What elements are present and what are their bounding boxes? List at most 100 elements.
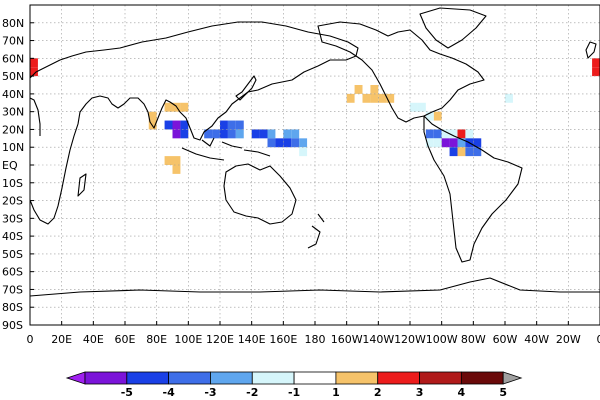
- anomaly-cell: [267, 129, 276, 139]
- colorbar-under-triangle: [65, 371, 86, 385]
- colorbar-bin: [84, 371, 128, 385]
- lat-tick-label: EQ: [2, 159, 18, 172]
- coastlines: [29, 7, 600, 297]
- anomaly-cell: [457, 147, 466, 157]
- colorbar-label: -1: [288, 386, 300, 399]
- anomaly-cell: [267, 138, 276, 148]
- coast-australia: [223, 163, 297, 225]
- lon-tick-label: 0: [27, 333, 34, 346]
- anomaly-cell: [417, 102, 426, 112]
- anomaly-cell: [410, 102, 418, 112]
- colorbar-label: 5: [499, 386, 507, 399]
- anomaly-cell: [425, 111, 434, 121]
- anomaly-cell: [299, 147, 308, 157]
- lon-tick-label: 180: [305, 333, 326, 346]
- colorbar-bin: [168, 371, 211, 385]
- lat-tick-label: 40N: [2, 88, 24, 101]
- longitude-axis: 0 20E 40E 60E 80E 100E 120E 140E 160E 180 160W 140W…: [27, 321, 600, 346]
- coast-antarctica: [29, 277, 600, 297]
- anomaly-cell: [299, 138, 308, 148]
- anomaly-cell: [457, 129, 466, 139]
- anomaly-cell: [275, 138, 284, 148]
- anomaly-cell: [505, 93, 513, 103]
- lon-tick-label: 160W: [331, 333, 363, 346]
- colorbar-bin: [126, 371, 170, 385]
- lat-tick-label: 30S: [2, 212, 23, 225]
- anomaly-cell: [180, 102, 189, 112]
- lat-tick-label: 60S: [2, 266, 23, 279]
- lat-tick-label: 10S: [2, 177, 23, 190]
- anomaly-cell: [172, 120, 181, 130]
- colorbar-bin: [210, 371, 253, 385]
- lat-tick-label: 20N: [2, 123, 24, 136]
- lon-tick-label: 0: [597, 333, 600, 346]
- coast-madagascar: [77, 173, 87, 197]
- anomaly-cell: [283, 129, 292, 139]
- anomaly-cell: [212, 129, 220, 139]
- anomaly-cell: [449, 147, 458, 157]
- anomaly-cell: [441, 129, 450, 139]
- anomaly-cell: [220, 129, 228, 139]
- coast-greenland: [419, 7, 487, 49]
- colorbar-bin: [293, 371, 337, 385]
- anomaly-cell: [592, 67, 600, 77]
- anomaly-cell: [465, 147, 474, 157]
- lon-tick-label: 140W: [362, 333, 394, 346]
- anomaly-cell: [172, 165, 181, 174]
- lat-tick-label: 80S: [2, 301, 23, 314]
- colorbar-label: 3: [416, 386, 424, 399]
- lon-tick-label: 60W: [493, 333, 518, 346]
- anomaly-cell: [433, 129, 442, 139]
- anomaly-cell: [227, 129, 236, 139]
- lon-tick-label: 100E: [174, 333, 202, 346]
- anomaly-cell: [386, 93, 395, 103]
- anomaly-cell: [291, 138, 300, 148]
- coast-newzealand: [307, 213, 325, 249]
- lon-tick-label: 100W: [426, 333, 458, 346]
- lat-tick-label: 80N: [2, 17, 24, 30]
- coast-africa-west: [29, 97, 41, 136]
- colorbar-label: -4: [163, 386, 176, 399]
- colorbar-bin: [251, 371, 295, 385]
- anomaly-cell: [473, 147, 482, 157]
- anomaly-cell: [465, 129, 474, 139]
- anomaly-cell: [283, 138, 292, 148]
- anomaly-cell: [148, 111, 157, 121]
- anomaly-cell: [235, 129, 244, 139]
- anomaly-cell: [433, 138, 442, 148]
- anomaly-cell: [473, 138, 482, 148]
- colorbar-bin: [460, 371, 504, 385]
- lon-tick-label: 40E: [83, 333, 104, 346]
- anomaly-cell: [164, 102, 173, 112]
- colorbar-label: 1: [332, 386, 340, 399]
- colorbar-bin: [335, 371, 379, 385]
- anomaly-cell: [346, 93, 355, 103]
- lat-tick-label: 70S: [2, 283, 23, 296]
- latitude-axis: 80N 70N 60N 50N 40N 30N 20N 10N EQ 10S 20S 30S 40S 50…: [2, 17, 34, 332]
- anomaly-cell: [251, 129, 260, 139]
- colorbar-label: -3: [204, 386, 216, 399]
- colorbar: -5 -4 -3 -2 -1 1 2 3 4 5: [65, 371, 523, 399]
- lat-tick-label: 50S: [2, 248, 23, 261]
- anomaly-cell: [227, 120, 236, 130]
- anomaly-cell: [164, 120, 173, 130]
- lon-tick-label: 140E: [238, 333, 266, 346]
- graticule: [29, 5, 600, 326]
- colorbar-bin: [419, 371, 462, 385]
- lat-tick-label: 90S: [2, 319, 23, 332]
- anomaly-cell: [370, 85, 379, 94]
- lat-tick-label: 50N: [2, 70, 24, 83]
- anomaly-cell: [378, 93, 387, 103]
- anomaly-cell: [457, 138, 466, 148]
- lon-tick-label: 40W: [524, 333, 549, 346]
- colorbar-bin: [377, 371, 420, 385]
- colorbar-over-triangle: [502, 371, 523, 385]
- lon-tick-label: 60E: [115, 333, 136, 346]
- map-frame: [29, 4, 600, 326]
- anomaly-cell: [433, 111, 442, 121]
- lat-tick-label: 40S: [2, 230, 23, 243]
- coast-uk: [585, 41, 597, 59]
- lon-tick-label: 20W: [556, 333, 581, 346]
- anomaly-cell: [291, 129, 300, 139]
